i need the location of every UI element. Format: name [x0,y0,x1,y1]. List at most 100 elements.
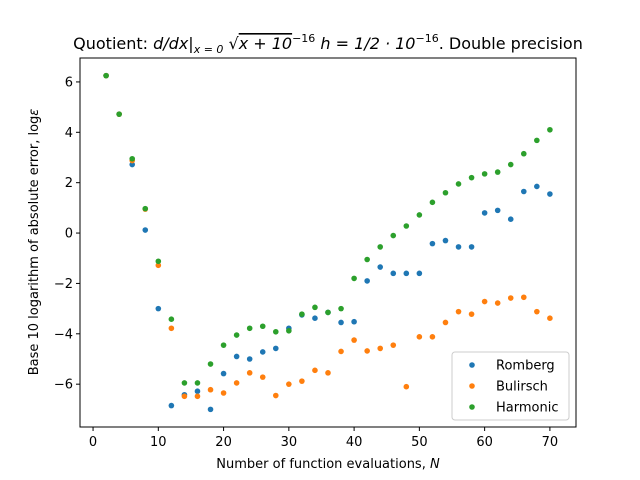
data-point [481,298,488,305]
x-tick-label: 60 [476,435,493,450]
data-point [299,311,305,317]
data-point [181,393,188,400]
y-axis-label: Base 10 logarithm of absolute error, log… [27,109,42,376]
legend-marker-bulirsch [469,383,475,389]
data-points [103,72,553,413]
data-point [455,181,462,187]
data-point [168,325,175,332]
data-point [494,300,501,306]
y-tick-label: 0 [65,227,73,242]
y-tick-label: 4 [65,126,73,141]
data-point [351,275,357,282]
data-point [312,315,318,321]
x-axis-label: Number of function evaluations, N [216,457,440,472]
data-point [507,295,514,301]
data-point [547,191,553,197]
data-point [429,199,436,206]
data-point [194,380,201,386]
data-point [220,370,227,377]
data-point [168,402,175,409]
data-point [142,205,149,212]
y-axis-ticks: −6 −4 −2 0 2 4 6 [54,75,80,393]
y-tick-label: −4 [54,327,73,342]
y-tick-label: 2 [65,176,73,191]
y-tick-label: −6 [54,378,73,393]
data-point [246,325,253,332]
title-prefix: Quotient: [73,34,153,53]
y-tick-label: 6 [65,75,73,90]
legend: Romberg Bulirsch Harmonic [451,351,570,421]
data-point [207,386,214,393]
data-point [442,237,449,244]
data-point [220,390,227,396]
data-point [520,294,527,301]
data-point [312,367,318,374]
data-point [272,345,279,352]
data-point [155,258,162,265]
data-point [338,305,344,312]
data-point [246,356,253,362]
data-point [338,319,344,326]
data-point [207,361,214,367]
data-point [534,137,540,144]
data-point [155,305,162,312]
data-point [194,388,201,395]
data-point [390,270,397,277]
data-point [481,210,488,216]
legend-label-harmonic: Harmonic [496,401,558,416]
y-axis-label-text: Base 10 logarithm of absolute error, log [27,116,42,376]
data-point [534,308,540,315]
data-point [364,256,370,263]
title-subscript: x = 0 [193,43,224,56]
data-point [259,374,266,380]
x-tick-label: 10 [150,435,167,450]
data-point [181,380,188,386]
data-point [129,161,136,168]
data-point [338,348,344,355]
data-point [259,323,266,330]
data-point [351,318,357,325]
data-point [429,240,436,247]
data-point [325,370,331,376]
y-tick-label: −2 [54,277,73,292]
data-point [286,381,292,387]
data-point [233,353,240,360]
legend-marker-romberg [469,362,475,368]
data-point [520,188,527,195]
x-axis-ticks: 0 10 20 30 40 50 60 70 [89,427,558,450]
data-point [155,262,162,269]
data-point [142,227,149,233]
data-point [403,270,410,277]
data-point [233,380,240,386]
data-point [390,232,397,239]
data-point [442,319,449,326]
data-point [455,308,462,315]
data-point [494,169,501,175]
data-point [286,327,292,334]
chart-title: Quotient: d/dx|x = 0 √x + 10−16 h = 1/2 … [73,32,583,56]
data-point [312,304,318,311]
y-axis-label-variable: ε [27,109,42,116]
data-point [416,334,423,340]
data-point [194,393,201,400]
data-point [507,161,514,168]
data-point [351,337,357,343]
x-tick-label: 0 [89,435,97,450]
data-point [299,378,305,384]
legend-label-bulirsch: Bulirsch [496,380,548,395]
data-point [207,406,214,413]
data-point [481,171,488,177]
data-point [416,212,423,218]
series-harmonic [103,72,553,386]
legend-marker-harmonic [469,404,475,410]
data-point [116,111,122,117]
data-point [455,244,462,250]
legend-label-romberg: Romberg [496,359,555,374]
data-point [442,189,449,196]
data-point [547,315,553,321]
title-expression: x + 10 [238,34,292,53]
title-suffix: . Double precision [439,34,583,53]
data-point [364,278,370,284]
data-point [468,174,475,181]
